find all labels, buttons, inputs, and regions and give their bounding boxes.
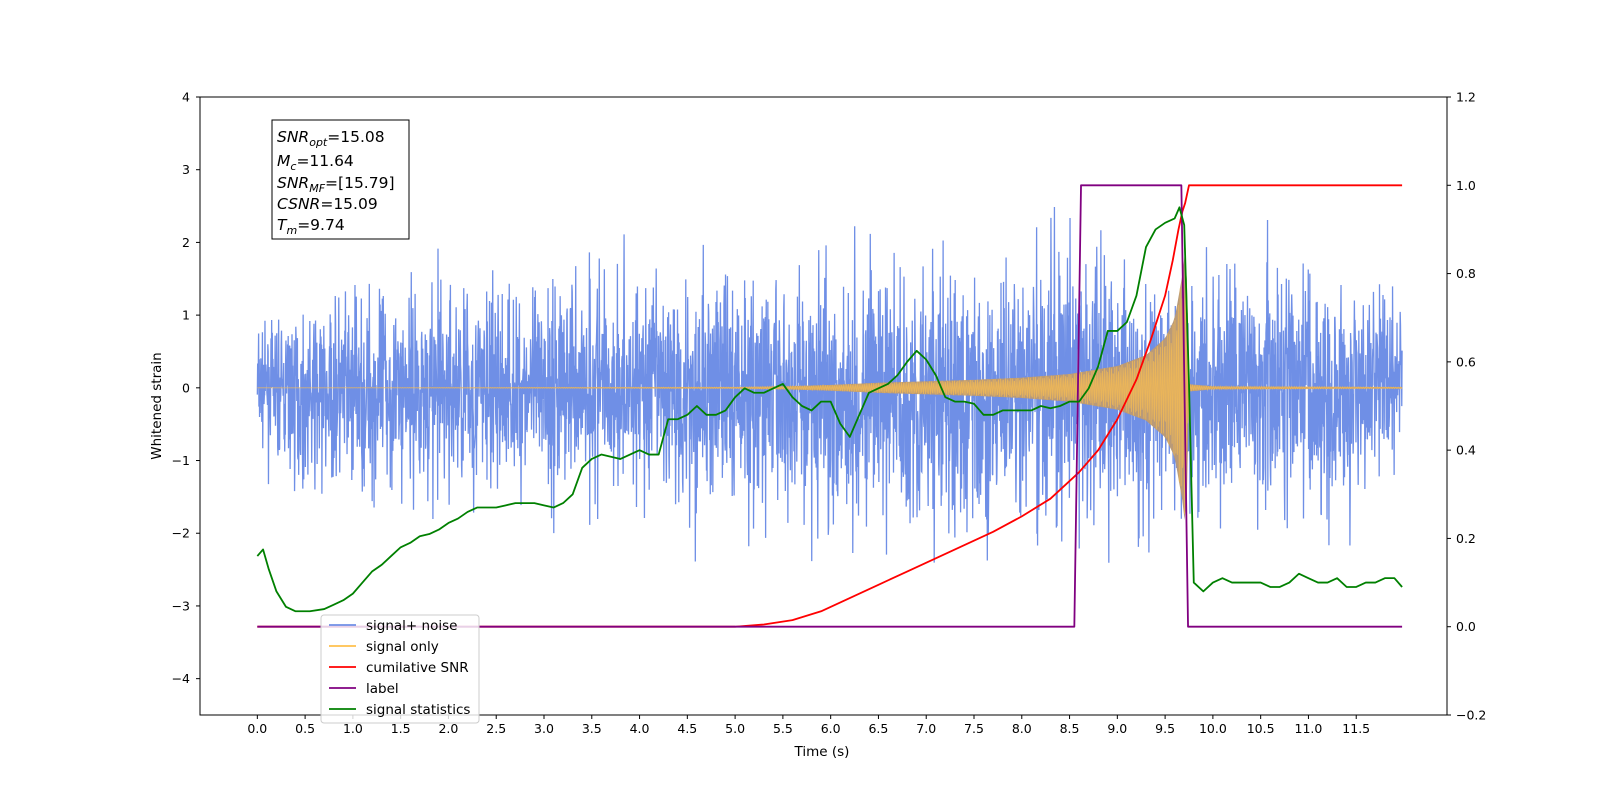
y-right-tick-label: 0.0 [1456, 619, 1476, 634]
x-tick-label: 4.5 [677, 721, 697, 736]
y-right-tick-label: −0.2 [1456, 708, 1486, 723]
x-tick-label: 10.0 [1199, 721, 1227, 736]
y-tick-label: −3 [172, 598, 190, 613]
y-right-tick-label: 0.4 [1456, 443, 1476, 458]
series-signal-only [257, 248, 1403, 517]
tm-text: Tm=9.74 [277, 216, 345, 237]
x-tick-label: 9.0 [1107, 721, 1127, 736]
x-tick-label: 1.5 [391, 721, 411, 736]
legend-label: cumilative SNR [366, 660, 469, 676]
x-tick-label: 6.0 [821, 721, 841, 736]
x-tick-label: 10.5 [1247, 721, 1275, 736]
x-tick-label: 11.0 [1295, 721, 1323, 736]
x-tick-label: 7.0 [916, 721, 936, 736]
snr-mf-text: SNRMF=[15.79] [277, 174, 395, 195]
legend-label: signal+ noise [366, 618, 457, 634]
y-tick-label: 0 [182, 380, 190, 395]
axis-ticks: 0.0 0.5 1.0 1.5 2.0 2.5 3.0 3.5 4.0 4.5 5.0 5.5 6.0 6… [172, 90, 1487, 737]
y-tick-label: 3 [182, 162, 190, 177]
x-tick-label: 2.5 [486, 721, 506, 736]
axes-frame [199, 96, 1448, 716]
y-tick-label: 2 [182, 235, 190, 250]
x-tick-label: 7.5 [964, 721, 984, 736]
series-signal-statistics [256, 206, 1403, 613]
series-signal-noise [256, 206, 1403, 563]
x-tick-label: 6.5 [868, 721, 888, 736]
y-right-tick-label: 0.8 [1456, 266, 1476, 281]
y-axis-label: Whitened strain [149, 352, 165, 459]
mc-text: Mc=11.64 [277, 152, 354, 173]
x-axis-label: Time (s) [794, 744, 850, 760]
x-tick-label: 11.5 [1342, 721, 1370, 736]
plot-area [256, 184, 1403, 628]
x-tick-label: 8.5 [1060, 721, 1080, 736]
legend-label: label [366, 681, 399, 697]
y-right-tick-label: 0.2 [1456, 531, 1476, 546]
y-tick-label: 4 [182, 90, 190, 105]
csnr-text: CSNR=15.09 [277, 195, 378, 213]
legend-label: signal only [366, 639, 439, 655]
x-tick-label: 2.0 [438, 721, 458, 736]
x-tick-label: 4.0 [630, 721, 650, 736]
x-tick-label: 1.0 [343, 721, 363, 736]
x-tick-label: 5.5 [773, 721, 793, 736]
x-tick-label: 8.0 [1012, 721, 1032, 736]
y-tick-label: −4 [172, 671, 190, 686]
y-right-tick-label: 0.6 [1456, 354, 1476, 369]
snr-opt-text: SNRopt=15.08 [277, 128, 385, 149]
y-tick-label: −2 [172, 526, 190, 541]
series-label [257, 184, 1403, 628]
x-tick-label: 3.5 [582, 721, 602, 736]
y-right-tick-label: 1.0 [1456, 178, 1476, 193]
x-tick-label: 9.5 [1155, 721, 1175, 736]
y-tick-label: −1 [172, 453, 190, 468]
x-tick-label: 0.5 [295, 721, 315, 736]
x-tick-label: 0.0 [247, 721, 267, 736]
legend: signal+ noise signal only cumilative SNR la… [320, 614, 480, 724]
x-tick-label: 3.0 [534, 721, 554, 736]
x-tick-label: 5.0 [725, 721, 745, 736]
annotation-box: SNRopt=15.08 Mc=11.64 SNRMF=[15.79] CSNR… [271, 119, 410, 240]
legend-label: signal statistics [366, 702, 470, 718]
y-right-tick-label: 1.2 [1456, 90, 1476, 105]
y-tick-label: 1 [182, 308, 190, 323]
legend-frame [320, 614, 480, 724]
